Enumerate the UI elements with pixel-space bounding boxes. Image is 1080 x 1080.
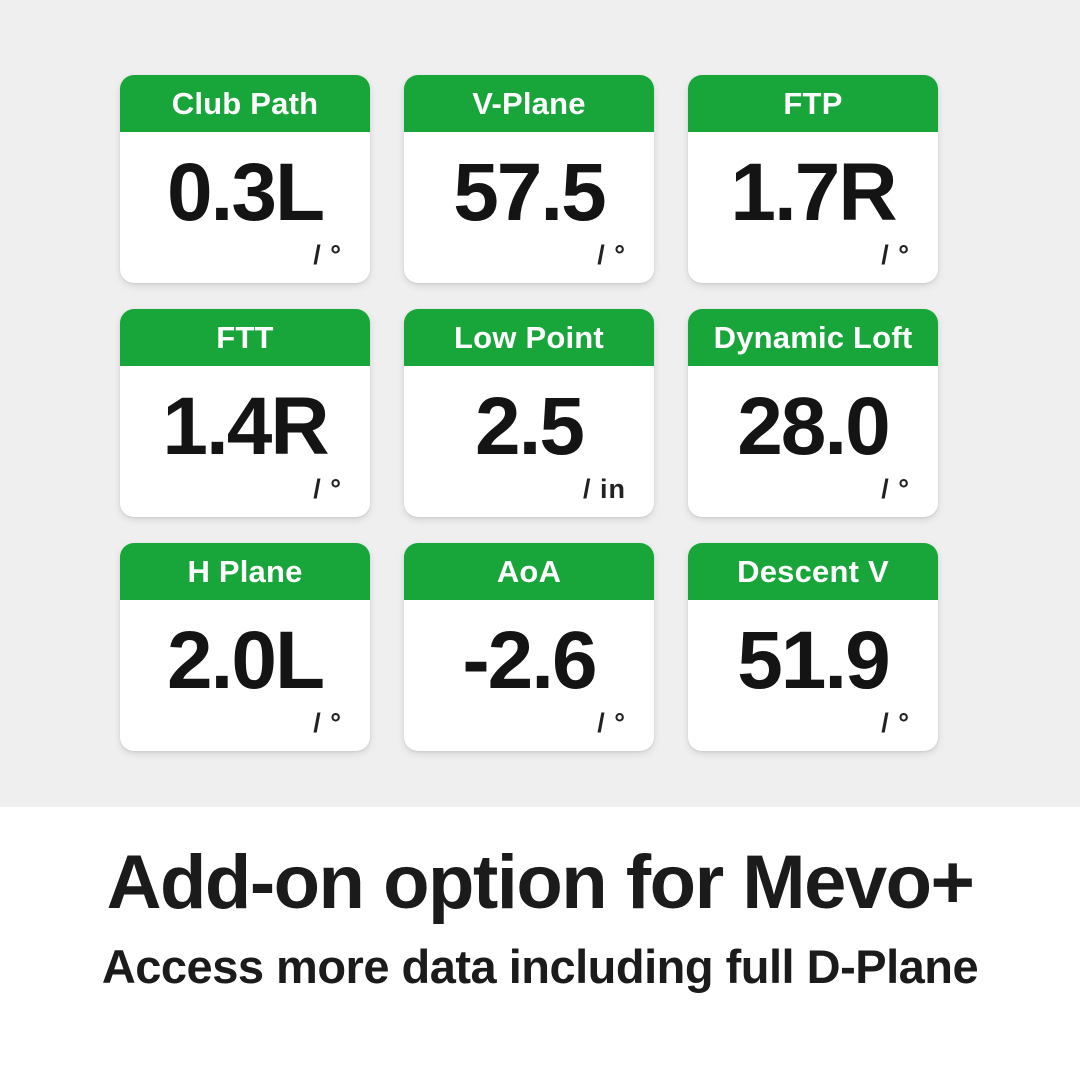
metric-unit: / ° xyxy=(313,474,342,504)
metric-card-header: Low Point xyxy=(404,309,654,366)
metric-card-header: Descent V xyxy=(688,543,938,600)
metric-label: Dynamic Loft xyxy=(713,319,913,355)
metric-value: 2.5 xyxy=(475,380,585,472)
metric-label: Descent V xyxy=(737,553,889,589)
metric-value: 0.3L xyxy=(166,146,325,238)
metric-card-header: FTP xyxy=(688,75,938,132)
metric-card-ftt: FTT 1.4R / ° xyxy=(120,309,370,517)
metric-card-body: 1.7R / ° xyxy=(688,132,938,283)
metric-card-header: H Plane xyxy=(120,543,370,600)
metric-label: V-Plane xyxy=(472,85,586,121)
metrics-panel: Club Path 0.3L / ° V-Plane 57.5 / ° FTP … xyxy=(0,0,1080,807)
metric-value: 57.5 xyxy=(453,146,607,238)
metric-card-descent-v: Descent V 51.9 / ° xyxy=(688,543,938,751)
metric-card-body: 0.3L / ° xyxy=(120,132,370,283)
metric-card-body: 2.5 / in xyxy=(404,366,654,517)
metric-unit: / ° xyxy=(597,240,626,270)
metric-unit: / ° xyxy=(313,708,342,738)
metric-card-header: Club Path xyxy=(120,75,370,132)
metrics-grid: Club Path 0.3L / ° V-Plane 57.5 / ° FTP … xyxy=(120,75,938,751)
metric-value: 51.9 xyxy=(737,614,891,706)
metric-label: Low Point xyxy=(454,319,604,355)
metric-value: -2.6 xyxy=(462,614,597,706)
metric-unit: / in xyxy=(583,474,626,504)
metric-card-h-plane: H Plane 2.0L / ° xyxy=(120,543,370,751)
metric-unit: / ° xyxy=(313,240,342,270)
metric-card-body: 57.5 / ° xyxy=(404,132,654,283)
metric-card-header: FTT xyxy=(120,309,370,366)
metric-label: H Plane xyxy=(187,553,303,589)
metric-value: 2.0L xyxy=(166,614,325,706)
metric-card-body: -2.6 / ° xyxy=(404,600,654,751)
footer-section: Add-on option for Mevo+ Access more data… xyxy=(0,807,1080,1080)
metric-card-body: 1.4R / ° xyxy=(120,366,370,517)
metric-value: 1.4R xyxy=(162,380,329,472)
metric-label: Club Path xyxy=(171,85,319,121)
metric-label: AoA xyxy=(496,553,562,589)
metric-value: 1.7R xyxy=(730,146,897,238)
metric-card-dynamic-loft: Dynamic Loft 28.0 / ° xyxy=(688,309,938,517)
footer-subtitle: Access more data including full D-Plane xyxy=(101,939,979,993)
metric-card-ftp: FTP 1.7R / ° xyxy=(688,75,938,283)
metric-card-body: 2.0L / ° xyxy=(120,600,370,751)
metric-label: FTT xyxy=(216,319,274,355)
metric-card-v-plane: V-Plane 57.5 / ° xyxy=(404,75,654,283)
metric-card-header: AoA xyxy=(404,543,654,600)
metric-label: FTP xyxy=(783,85,843,121)
metric-unit: / ° xyxy=(597,708,626,738)
metric-unit: / ° xyxy=(881,708,910,738)
metric-unit: / ° xyxy=(881,474,910,504)
metric-card-header: V-Plane xyxy=(404,75,654,132)
metric-card-body: 51.9 / ° xyxy=(688,600,938,751)
metric-card-aoa: AoA -2.6 / ° xyxy=(404,543,654,751)
metric-unit: / ° xyxy=(881,240,910,270)
metric-value: 28.0 xyxy=(737,380,891,472)
metric-card-body: 28.0 / ° xyxy=(688,366,938,517)
metric-card-club-path: Club Path 0.3L / ° xyxy=(120,75,370,283)
metric-card-low-point: Low Point 2.5 / in xyxy=(404,309,654,517)
footer-title: Add-on option for Mevo+ xyxy=(106,840,975,925)
metric-card-header: Dynamic Loft xyxy=(688,309,938,366)
